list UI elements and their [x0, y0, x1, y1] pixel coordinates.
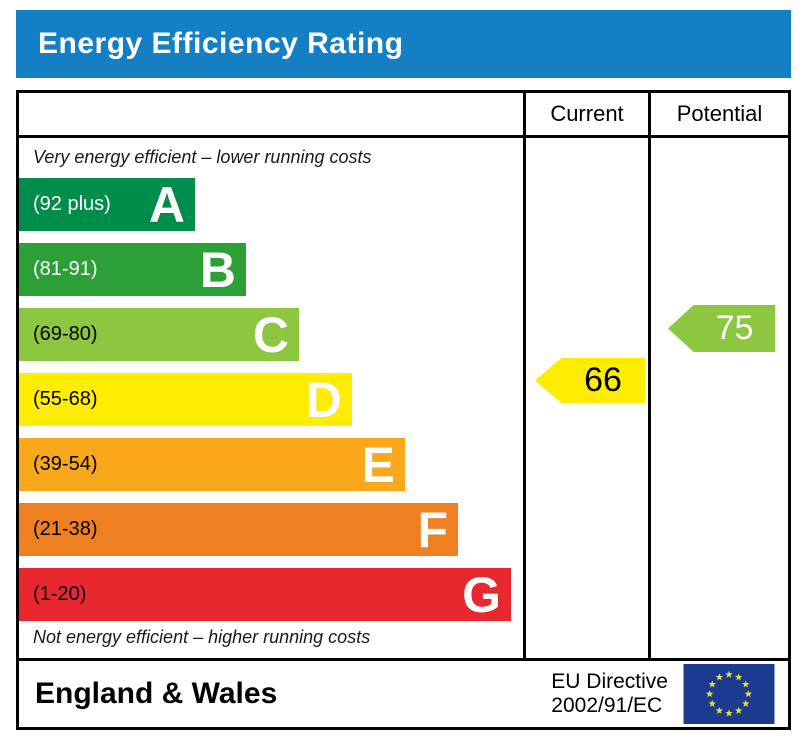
rating-table: Current Potential Very energy efficient … [16, 90, 791, 730]
header-current: Current [550, 101, 624, 126]
current-rating-value: 66 [584, 361, 622, 399]
band-b: (81-91) B [19, 243, 246, 296]
band-e: (39-54) E [19, 438, 405, 491]
column-divider [648, 138, 651, 658]
header-potential: Potential [676, 101, 763, 126]
title-banner: Energy Efficiency Rating [16, 10, 791, 78]
band-c: (69-80) C [19, 308, 299, 361]
band-g: (1-20) G [19, 568, 511, 621]
band-range-label: (39-54) [33, 453, 98, 475]
potential-rating-arrow: 75 [668, 305, 775, 352]
eu-directive-line1: EU Directive [551, 669, 668, 693]
column-divider [648, 93, 651, 138]
band-list: (92 plus) A (81-91) B (69-80) C (55-68) D (39-54… [19, 178, 511, 633]
region-label: England & Wales [35, 677, 278, 710]
top-note: Very energy efficient – lower running co… [33, 147, 372, 167]
band-range-label: (21-38) [33, 518, 98, 540]
band-a: (92 plus) A [19, 178, 195, 231]
column-divider [523, 93, 526, 138]
bottom-note: Not energy efficient – higher running co… [33, 627, 371, 647]
eu-directive-line2: 2002/91/EC [551, 694, 663, 717]
band-range-label: (1-20) [33, 583, 87, 605]
table-header: Current Potential [19, 93, 788, 138]
band-letter: C [252, 306, 289, 363]
potential-rating-value: 75 [715, 309, 754, 347]
eu-flag-icon [683, 664, 775, 724]
band-letter: D [305, 371, 342, 428]
band-f: (21-38) F [19, 503, 458, 556]
band-range-label: (69-80) [33, 323, 98, 345]
table-body: Very energy efficient – lower running co… [19, 138, 788, 658]
band-letter: G [462, 566, 501, 623]
table-footer: England & Wales EU Directive 2002/91/EC [19, 658, 788, 727]
current-rating-arrow: 66 [535, 358, 645, 403]
column-divider [523, 138, 526, 658]
band-letter: A [148, 176, 185, 233]
band-d: (55-68) D [19, 373, 352, 426]
band-letter: E [361, 436, 395, 493]
band-range-label: (55-68) [33, 388, 98, 410]
band-range-label: (92 plus) [33, 193, 111, 215]
eu-directive-label: EU Directive 2002/91/EC [551, 670, 668, 718]
band-range-label: (81-91) [33, 258, 98, 280]
band-letter: B [199, 241, 236, 298]
chart-title: Energy Efficiency Rating [38, 27, 404, 60]
band-letter: F [417, 501, 448, 558]
